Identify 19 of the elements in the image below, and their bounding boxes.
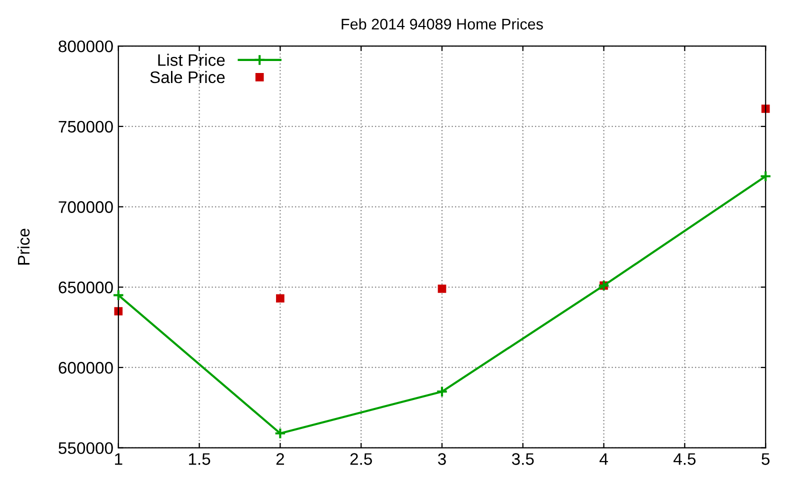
y-tick-label: 550000: [58, 442, 113, 454]
y-tick-label: 700000: [58, 201, 113, 213]
x-tick-label: 1.5: [188, 453, 210, 465]
legend-label: Sale Price: [150, 70, 225, 84]
y-axis-title: Price: [17, 228, 30, 265]
x-tick-label: 5: [762, 453, 770, 465]
chart-title: Feb 2014 94089 Home Prices: [342, 18, 543, 30]
x-tick-label: 3.5: [512, 453, 534, 465]
legend-label: List Price: [158, 54, 225, 66]
y-tick-label: 600000: [58, 362, 113, 374]
x-tick-label: 2: [276, 453, 284, 465]
y-tick-label: 650000: [58, 282, 113, 294]
x-tick-label: 2.5: [350, 453, 372, 465]
y-tick-label: 800000: [58, 40, 113, 52]
x-tick-label: 3: [438, 453, 446, 465]
y-tick-label: 750000: [58, 120, 113, 133]
x-tick-label: 4.5: [674, 453, 696, 465]
x-tick-label: 4: [600, 453, 608, 465]
x-tick-label: 1: [115, 453, 122, 465]
